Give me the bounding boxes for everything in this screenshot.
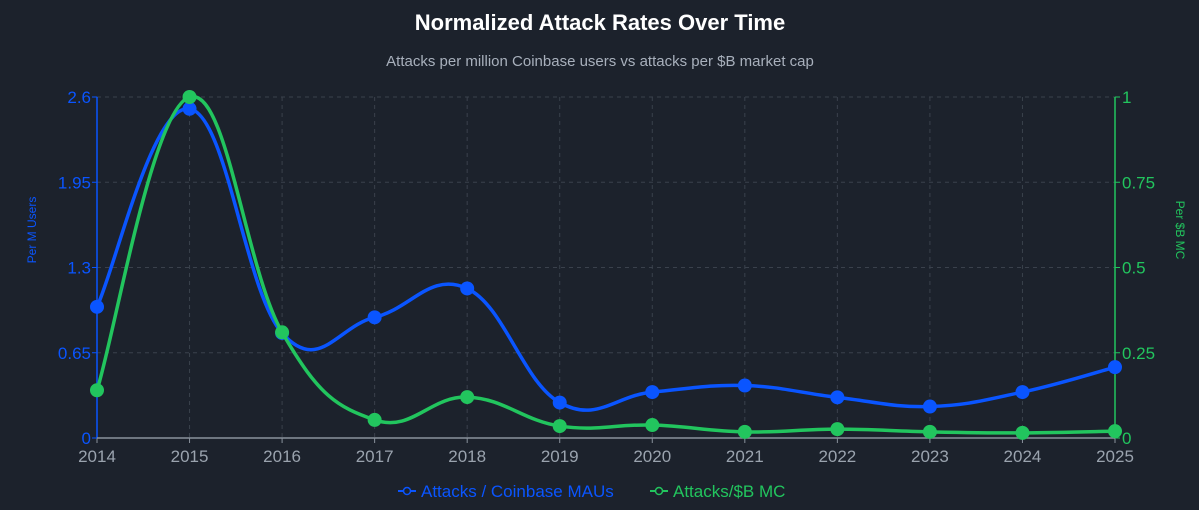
y-right-tick-label: 0.25: [1122, 344, 1155, 363]
x-tick-label: 2021: [726, 447, 764, 466]
x-tick-label: 2022: [818, 447, 856, 466]
data-point-0-2018: [460, 281, 475, 296]
data-point-1-2017: [367, 412, 382, 427]
chart-subtitle: Attacks per million Coinbase users vs at…: [386, 53, 814, 70]
data-point-0-2022: [830, 390, 845, 405]
data-point-1-2018: [460, 390, 475, 405]
y-left-tick-label: 0: [82, 429, 91, 448]
x-tick-label: 2020: [633, 447, 671, 466]
y-left-tick-label: 1.3: [67, 259, 91, 278]
data-point-1-2016: [275, 325, 290, 340]
y-right-tick-label: 0.75: [1122, 173, 1155, 192]
y-right-tick-label: 1: [1122, 88, 1131, 107]
y-left-label: Per M Users: [25, 197, 39, 264]
data-point-0-2015: [182, 101, 197, 116]
data-point-1-2020: [645, 418, 660, 433]
data-point-0-2017: [367, 310, 382, 325]
data-point-1-2021: [737, 424, 752, 439]
y-right-tick-label: 0: [1122, 429, 1131, 448]
y-right-tick-label: 0.5: [1122, 259, 1146, 278]
legend-marker-icon: [654, 486, 664, 496]
series-layer: [90, 90, 1122, 440]
y-left-tick-label: 1.95: [58, 173, 91, 192]
x-tick-label: 2023: [911, 447, 949, 466]
y-left-tick-label: 0.65: [58, 344, 91, 363]
x-tick-label: 2017: [356, 447, 394, 466]
x-tick-label: 2024: [1004, 447, 1042, 466]
data-point-0-2021: [737, 378, 752, 393]
data-point-0-2014: [90, 299, 104, 314]
series-line-1: [95, 95, 1116, 435]
legend-item-1[interactable]: Attacks/$B MC: [650, 482, 785, 501]
x-tick-label: 2025: [1096, 447, 1134, 466]
data-point-0-2020: [645, 385, 660, 400]
data-point-1-2023: [922, 424, 937, 439]
data-point-1-2014: [90, 383, 104, 398]
chart-title: Normalized Attack Rates Over Time: [415, 10, 785, 35]
legend-marker-icon: [402, 486, 412, 496]
y-left-tick-label: 2.6: [67, 88, 91, 107]
y-right-label: Per $B MC: [1173, 201, 1187, 260]
data-point-1-2024: [1015, 425, 1030, 440]
data-point-1-2019: [552, 419, 567, 434]
x-tick-label: 2015: [171, 447, 209, 466]
x-tick-label: 2016: [263, 447, 301, 466]
data-point-1-2025: [1108, 424, 1122, 439]
legend-label-0: Attacks / Coinbase MAUs: [421, 482, 614, 501]
series-line-0: [95, 107, 1116, 412]
data-point-0-2023: [922, 399, 937, 414]
data-point-0-2024: [1015, 385, 1030, 400]
x-tick-label: 2019: [541, 447, 579, 466]
legend-label-1: Attacks/$B MC: [673, 482, 785, 501]
legend-item-0[interactable]: Attacks / Coinbase MAUs: [398, 482, 614, 501]
data-point-0-2025: [1108, 360, 1122, 375]
axes: 2014 2015 2016 2017 2018 2019 2020 2021 2022 2023…: [58, 88, 1155, 466]
data-point-0-2019: [552, 395, 567, 410]
x-tick-label: 2018: [448, 447, 486, 466]
data-point-1-2015: [182, 90, 197, 104]
data-point-1-2022: [830, 422, 845, 437]
x-tick-label: 2014: [78, 447, 116, 466]
grid: [97, 96, 1115, 438]
legend[interactable]: Attacks / Coinbase MAUs Attacks/$B MC: [398, 482, 785, 501]
